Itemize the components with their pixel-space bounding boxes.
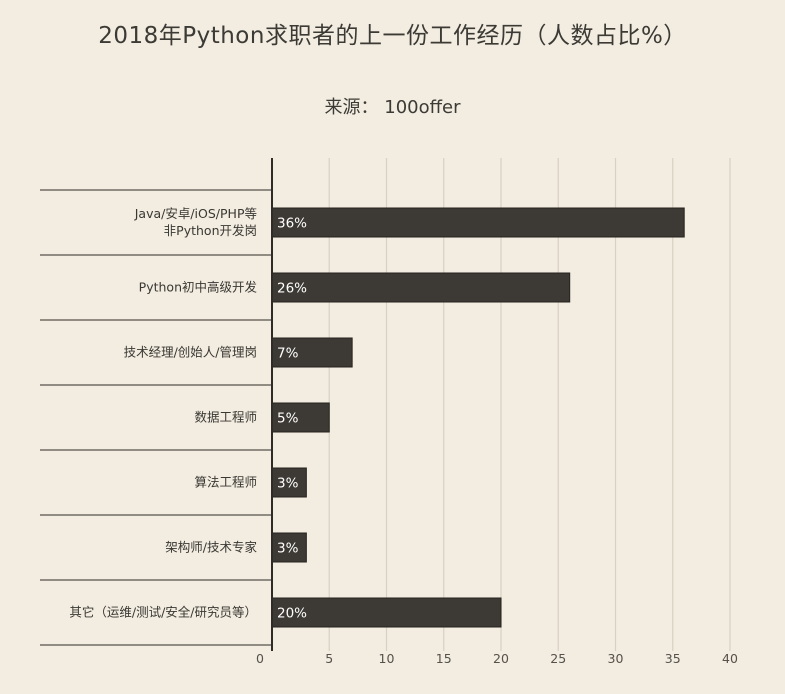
category-label-6: 其它（运维/测试/安全/研究员等） — [69, 605, 257, 620]
x-tick-label-25: 25 — [550, 651, 566, 666]
category-label-line: 架构师/技术专家 — [165, 540, 257, 555]
category-label-1: Python初中高级开发 — [139, 280, 258, 295]
chart-title: 2018年Python求职者的上一份工作经历（人数占比%） — [98, 23, 687, 49]
x-tick-label-5: 5 — [325, 651, 333, 666]
value-label-6: 20% — [277, 606, 307, 622]
category-label-4: 算法工程师 — [194, 475, 257, 490]
bar-6 — [271, 597, 502, 628]
value-label-4: 3% — [277, 476, 299, 492]
x-tick-label-40: 40 — [722, 651, 738, 666]
x-tick-label-10: 10 — [379, 651, 395, 666]
x-tick-label-20: 20 — [493, 651, 509, 666]
category-label-line: Java/安卓/iOS/PHP等 — [134, 206, 257, 221]
value-label-3: 5% — [277, 411, 299, 427]
value-label-2: 7% — [277, 346, 299, 362]
category-label-line: 其它（运维/测试/安全/研究员等） — [69, 605, 257, 620]
category-label-line: Python初中高级开发 — [139, 280, 258, 295]
x-tick-label-0: 0 — [256, 651, 264, 666]
category-label-5: 架构师/技术专家 — [165, 540, 257, 555]
category-label-line: 非Python开发岗 — [164, 223, 257, 238]
category-labels: Java/安卓/iOS/PHP等非Python开发岗 Python初中高级开发技术… — [69, 206, 257, 620]
bar-2 — [271, 337, 353, 368]
x-tick-label-15: 15 — [436, 651, 452, 666]
bar-3 — [271, 402, 330, 433]
bars: 36% 26% 7% 5% 3% 3% 20% — [271, 207, 685, 628]
value-label-0: 36% — [277, 216, 307, 232]
x-tick-label-35: 35 — [665, 651, 681, 666]
x-tick-label-30: 30 — [608, 651, 624, 666]
category-separators — [40, 189, 272, 646]
chart-subtitle: 来源： 100offer — [324, 97, 461, 118]
category-label-line: 数据工程师 — [194, 410, 257, 425]
bar-4 — [271, 467, 307, 498]
category-label-0: Java/安卓/iOS/PHP等非Python开发岗 — [134, 206, 257, 238]
bar-5 — [271, 532, 307, 563]
value-label-1: 26% — [277, 281, 307, 297]
category-label-3: 数据工程师 — [194, 410, 257, 425]
category-label-line: 算法工程师 — [194, 475, 257, 490]
category-label-2: 技术经理/创始人/管理岗 — [124, 345, 257, 360]
x-axis-ticks: 0 5 10 15 20 25 30 35 40 — [256, 651, 738, 666]
bar-0 — [271, 207, 685, 238]
bar-1 — [271, 272, 571, 303]
value-label-5: 3% — [277, 541, 299, 557]
category-label-line: 技术经理/创始人/管理岗 — [124, 345, 257, 360]
